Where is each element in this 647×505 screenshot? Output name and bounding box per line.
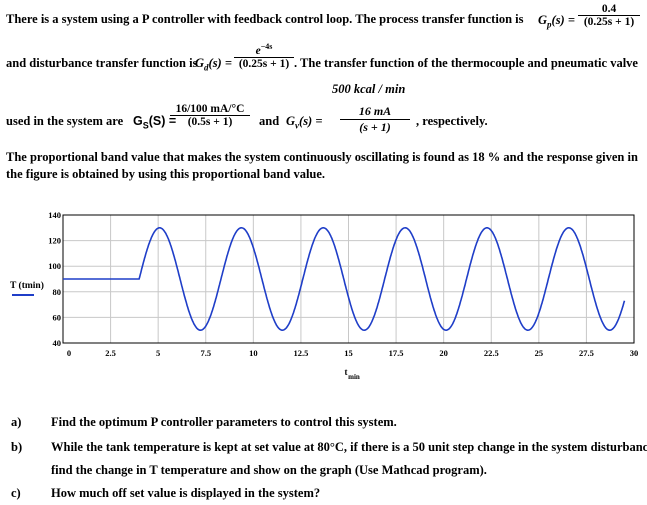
x-tick-label: 5 <box>156 348 160 358</box>
gv-lhs: Gv(s) = <box>286 114 323 131</box>
y-tick-label: 100 <box>48 261 61 271</box>
gd-lhs: Gd(s) = <box>195 56 232 73</box>
x-axis-label: t <box>345 367 348 377</box>
y-tick-label: 140 <box>48 210 61 220</box>
gd-numerator: e−4s <box>234 42 294 58</box>
question-c-letter: c) <box>11 486 21 500</box>
problem-line-1: There is a system using a P controller w… <box>6 12 524 26</box>
question-b-text-1: While the tank temperature is kept at se… <box>51 440 647 454</box>
x-tick-label: 12.5 <box>293 348 308 358</box>
problem-line-3-pre: used in the system are <box>6 114 124 128</box>
series-line-temperature <box>63 227 626 331</box>
x-tick-label: 27.5 <box>579 348 594 358</box>
paragraph-line-1: The proportional band value that makes t… <box>6 150 638 164</box>
question-c-text: How much off set value is displayed in t… <box>51 486 321 500</box>
x-tick-label: 0 <box>67 348 71 358</box>
problem-line-2-post: . The transfer function of the thermocou… <box>294 56 638 70</box>
gv-fraction: 16 mA (s + 1) <box>340 104 410 135</box>
y-tick-label: 60 <box>53 312 62 322</box>
question-b-text-2: find the change in T temperature and sho… <box>51 463 487 477</box>
x-tick-label: 10 <box>249 348 258 358</box>
x-tick-label: 17.5 <box>389 348 404 358</box>
x-axis-label-sub: min <box>348 373 360 381</box>
question-b-letter: b) <box>11 440 23 454</box>
y-tick-label: 40 <box>53 338 62 348</box>
x-tick-label: 7.5 <box>200 348 211 358</box>
y-tick-label: 80 <box>53 287 62 297</box>
gp-denominator: (0.25s + 1) <box>583 16 635 28</box>
y-tick-label: 120 <box>48 236 61 246</box>
legend-label: T (tmin) <box>10 280 44 291</box>
gv-denominator: (s + 1) <box>359 120 391 134</box>
gd-fraction: e−4s (0.25s + 1) <box>234 42 294 70</box>
question-a-letter: a) <box>11 415 22 429</box>
gp-numerator: 0.4 <box>578 3 640 16</box>
problem-line-2-pre: and disturbance transfer function is <box>6 56 198 70</box>
x-tick-label: 25 <box>535 348 544 358</box>
gs-denominator: (0.5s + 1) <box>187 116 233 128</box>
gs-numerator: 16/100 mA/°C <box>170 103 250 116</box>
gd-denominator: (0.25s + 1) <box>238 57 290 70</box>
x-tick-label: 20 <box>439 348 448 358</box>
question-a-text: Find the optimum P controller parameters… <box>51 415 397 429</box>
paragraph-line-2: the figure is obtained by using this pro… <box>6 167 326 181</box>
gp-fraction: 0.4 (0.25s + 1) <box>578 3 640 28</box>
x-tick-label: 2.5 <box>105 348 116 358</box>
x-tick-label: 30 <box>630 348 639 358</box>
gv-numerator: 16 mA <box>340 104 410 120</box>
x-tick-label: 22.5 <box>484 348 499 358</box>
respectively-text: , respectively. <box>416 114 488 128</box>
response-chart: 0 2.5 5 7.5 10 12.5 15 17.5 20 22.5 25 27.5 30 40 60 80… <box>10 210 639 381</box>
and-text: and <box>259 114 280 128</box>
x-tick-label: 15 <box>344 348 353 358</box>
gs-fraction: 16/100 mA/°C (0.5s + 1) <box>170 103 250 128</box>
gv-numerator-top: 500 kcal / min <box>332 82 406 96</box>
gp-lhs: Gp(s) = <box>538 13 575 30</box>
gs-lhs: GS(S) = <box>133 114 177 131</box>
